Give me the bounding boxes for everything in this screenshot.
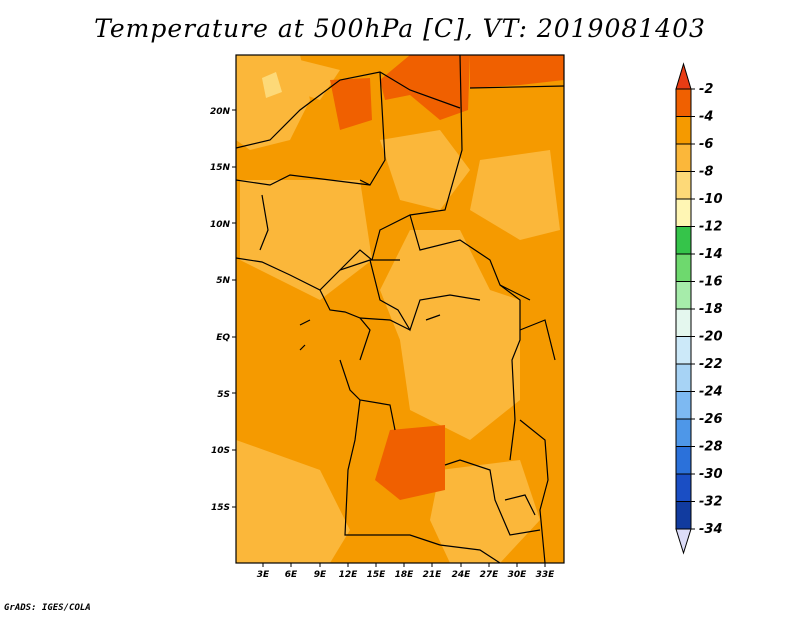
colorbar-swatch <box>675 253 692 282</box>
colorbar-swatch <box>675 116 692 145</box>
colorbar-swatch <box>675 501 692 530</box>
colorbar-swatch <box>675 198 692 227</box>
colorbar-swatch <box>675 88 692 117</box>
colorbar-label: -6 <box>699 137 713 152</box>
colorbar-label: -14 <box>699 247 723 262</box>
map-title: Temperature at 500hPa [C], VT: 201908140… <box>94 14 706 43</box>
lon-tick-label: 3E <box>257 570 270 580</box>
lon-tick-label: 9E <box>314 570 327 580</box>
colorbar-swatch <box>675 418 692 447</box>
lat-tick-label: EQ <box>216 333 230 343</box>
colorbar-label: -22 <box>699 357 723 372</box>
lat-tick-label: 15S <box>211 503 230 513</box>
colorbar-label: -20 <box>699 330 723 345</box>
colorbar-label: -4 <box>699 110 713 125</box>
lon-tick-label: 15E <box>367 570 387 580</box>
colorbar-label: -24 <box>699 385 723 400</box>
colorbar-swatch <box>675 171 692 200</box>
colorbar-swatch <box>675 391 692 420</box>
colorbar-swatch <box>675 473 692 502</box>
colorbar-bottom-arrow <box>675 528 692 555</box>
colorbar-label: -12 <box>699 220 723 235</box>
lat-tick-label: 5S <box>217 390 230 400</box>
colorbar-swatch <box>675 446 692 475</box>
lon-tick-label: 12E <box>339 570 359 580</box>
lat-tick-label: 10N <box>210 220 231 230</box>
lon-tick-label: 21E <box>423 570 443 580</box>
lon-tick-label: 30E <box>508 570 528 580</box>
map-frame <box>235 54 565 564</box>
colorbar-label: -32 <box>699 495 723 510</box>
lat-tick-label: 10S <box>211 446 230 456</box>
lon-tick-label: 33E <box>536 570 556 580</box>
lon-tick-label: 6E <box>285 570 298 580</box>
colorbar-top-arrow <box>675 62 692 90</box>
lat-tick-label: 20N <box>210 107 231 117</box>
colorbar-swatch <box>675 226 692 255</box>
longitude-axis: 3E 6E 9E 12E 15E 18E 21E 24E 27E 30E 33E <box>257 563 555 580</box>
colorbar-swatch <box>675 281 692 310</box>
colorbar-swatch <box>675 363 692 392</box>
colorbar-label: -28 <box>699 440 723 455</box>
colorbar-label: -2 <box>699 82 713 97</box>
colorbar-label: -10 <box>699 192 723 207</box>
colorbar-label: -18 <box>699 302 723 317</box>
colorbar-label: -8 <box>699 165 713 180</box>
colorbar-swatch <box>675 308 692 337</box>
colorbar-label: -16 <box>699 275 723 290</box>
colorbar: -2 -4 -6 -8 -10 -12 -14 -16 -18 -20 -22 -24 -26 -28 -3… <box>675 62 723 555</box>
temperature-field <box>236 55 564 563</box>
colorbar-swatch <box>675 143 692 172</box>
lon-tick-label: 27E <box>480 570 500 580</box>
lat-tick-label: 5N <box>216 276 230 286</box>
footer-credit: GrADS: IGES/COLA <box>4 603 91 613</box>
latitude-axis: 20N 15N 10N 5N EQ 5S 10S 15S <box>210 107 236 513</box>
colorbar-label: -26 <box>699 412 723 427</box>
lon-tick-label: 18E <box>395 570 415 580</box>
colorbar-swatch <box>675 336 692 365</box>
colorbar-label: -34 <box>699 522 723 537</box>
lat-tick-label: 15N <box>210 163 231 173</box>
lon-tick-label: 24E <box>452 570 472 580</box>
country-borders <box>235 54 565 564</box>
colorbar-label: -30 <box>699 467 723 482</box>
